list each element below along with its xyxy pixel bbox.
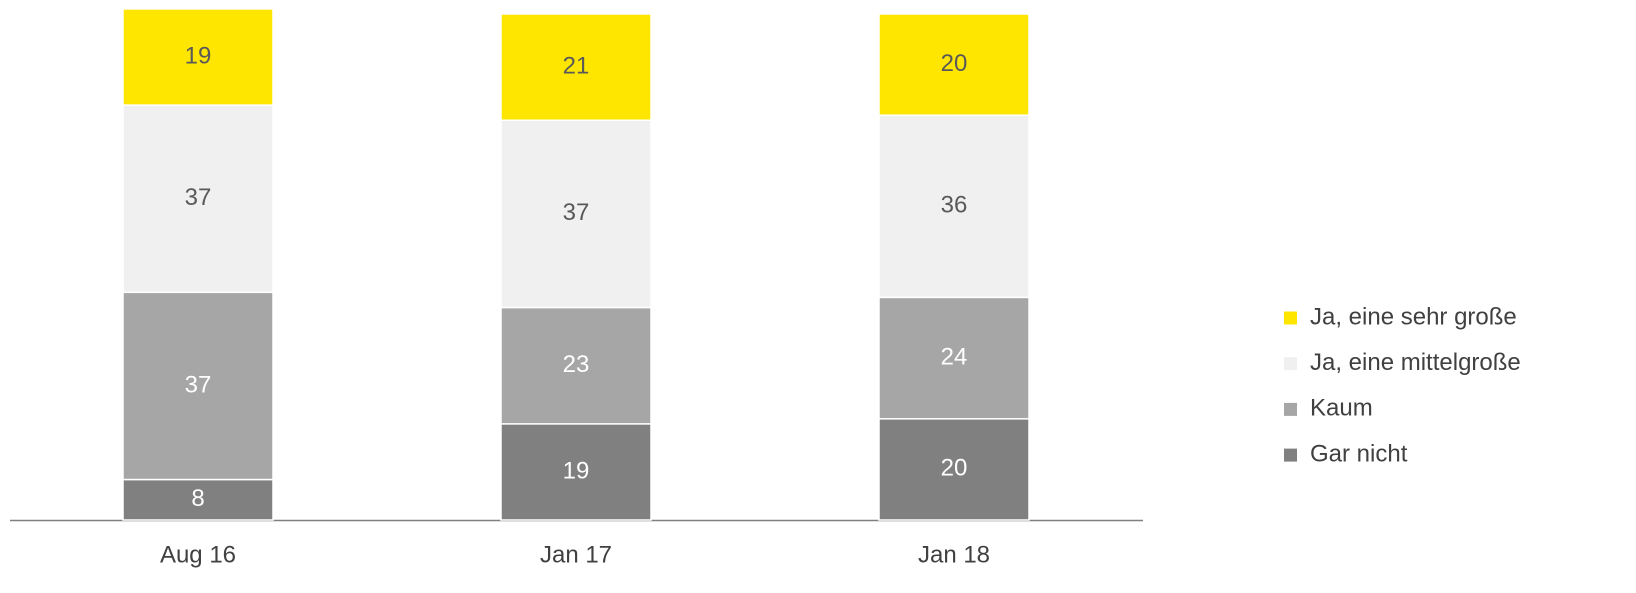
value-label: 20	[941, 50, 968, 77]
value-label: 37	[185, 371, 212, 398]
value-label: 20	[941, 455, 968, 482]
legend-swatch	[1284, 357, 1297, 371]
value-label: 37	[185, 184, 212, 211]
bar-segment	[878, 418, 1030, 521]
bar-segment	[500, 13, 652, 122]
bar-segment	[500, 119, 652, 309]
x-tick-label: Jan 17	[540, 541, 612, 568]
legend-label: Ja, eine sehr große	[1310, 303, 1517, 330]
value-label: 24	[941, 343, 968, 370]
value-label: 19	[563, 457, 590, 484]
legend-swatch	[1284, 448, 1297, 462]
value-label: 21	[563, 52, 590, 79]
x-tick-label: Jan 18	[918, 541, 990, 568]
x-tick-label: Aug 16	[160, 541, 236, 568]
value-label: 36	[941, 192, 968, 219]
bar-segment	[122, 291, 274, 481]
value-label: 23	[563, 351, 590, 378]
bar-segment	[122, 8, 274, 106]
legend-label: Gar nicht	[1310, 440, 1408, 467]
bar-segment	[878, 13, 1030, 116]
legend-swatch	[1284, 311, 1297, 325]
bar-segment	[878, 114, 1030, 299]
value-label: 8	[191, 485, 204, 512]
legend-label: Ja, eine mittelgroße	[1310, 349, 1521, 376]
legend-swatch	[1284, 402, 1297, 416]
value-label: 19	[185, 42, 212, 69]
bar-segment	[500, 306, 652, 425]
bar-segment	[878, 296, 1030, 420]
value-label: 37	[563, 199, 590, 226]
legend-label: Kaum	[1310, 395, 1373, 422]
bar-segment	[122, 478, 274, 521]
bar-segment	[500, 423, 652, 521]
